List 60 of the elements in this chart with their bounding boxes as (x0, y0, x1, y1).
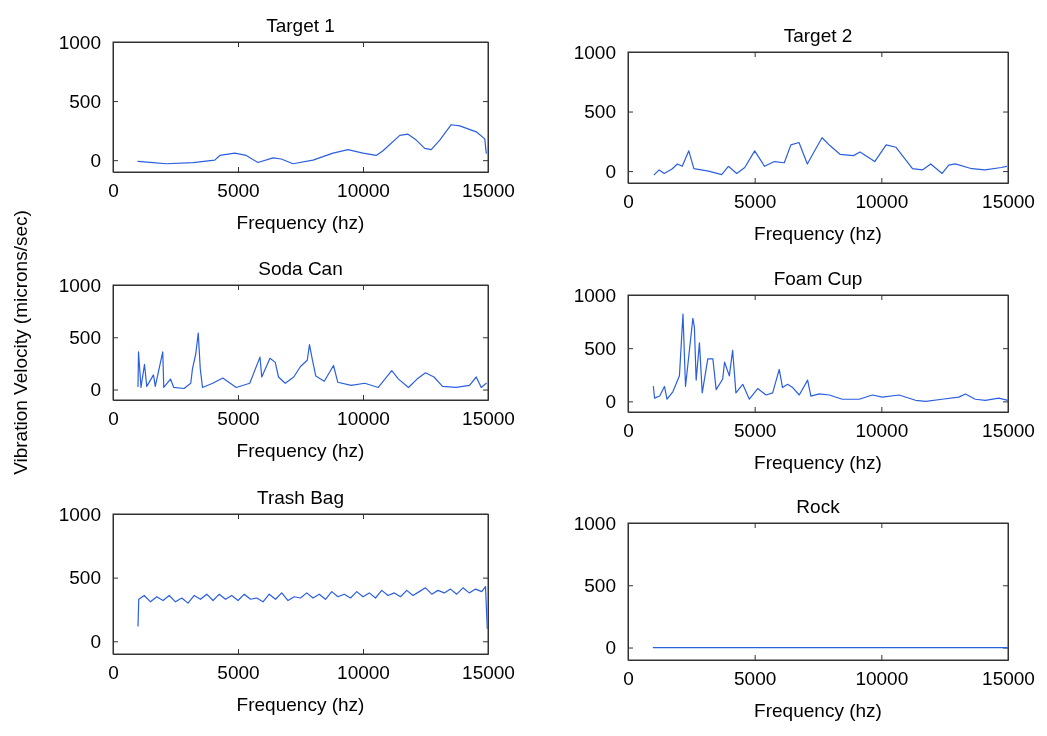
y-tick-label: 0 (605, 160, 616, 182)
y-tick-label: 1000 (58, 31, 101, 53)
x-tick-label: 5000 (734, 668, 777, 690)
x-tick-label: 10000 (855, 420, 909, 442)
x-tick-label: 0 (108, 662, 119, 684)
x-tick-label: 15000 (982, 420, 1035, 442)
y-tick-label: 1000 (58, 503, 101, 525)
x-tick-label: 15000 (982, 668, 1035, 690)
x-axis-title: Frequency (hz) (754, 700, 882, 721)
x-tick-label: 5000 (217, 662, 260, 684)
chart-title: Rock (796, 496, 841, 517)
x-axis-title: Frequency (hz) (754, 223, 882, 244)
x-tick-label: 15000 (462, 662, 515, 684)
line-series (652, 313, 1009, 402)
chart-title: Target 2 (783, 25, 853, 46)
y-tick-label: 0 (605, 637, 616, 659)
x-tick-label: 0 (623, 420, 634, 442)
y-tick-label: 500 (69, 567, 101, 589)
x-axis-title: Frequency (hz) (236, 440, 365, 461)
x-tick-label: 5000 (734, 420, 777, 442)
line-series (137, 332, 487, 390)
y-tick-label: 500 (69, 326, 101, 348)
x-tick-label: 0 (623, 191, 634, 213)
y-tick-label: 1000 (573, 284, 616, 306)
y-tick-label: 500 (584, 337, 616, 359)
y-tick-label: 500 (584, 574, 616, 596)
y-axis-title: Vibration Velocity (microns/sec) (10, 210, 31, 475)
x-tick-label: 15000 (982, 191, 1035, 213)
x-tick-label: 10000 (337, 662, 390, 684)
x-tick-label: 5000 (217, 408, 260, 430)
y-tick-label: 1000 (573, 41, 616, 63)
x-axis-title: Frequency (hz) (236, 212, 365, 233)
chart-title: Target 1 (266, 15, 335, 36)
x-tick-label: 5000 (217, 180, 260, 202)
chart-title: Foam Cup (773, 268, 863, 289)
y-tick-label: 500 (584, 101, 616, 123)
x-axis-title: Frequency (hz) (754, 452, 882, 473)
x-tick-label: 10000 (337, 180, 390, 202)
y-tick-label: 0 (90, 630, 101, 652)
y-tick-label: 1000 (573, 512, 616, 534)
chart-title: Trash Bag (257, 487, 344, 508)
x-tick-label: 0 (108, 408, 119, 430)
x-tick-label: 15000 (462, 408, 515, 430)
x-tick-label: 5000 (734, 191, 777, 213)
chart-title: Soda Can (258, 258, 343, 279)
y-tick-label: 0 (90, 379, 101, 401)
line-series (137, 124, 487, 165)
x-tick-label: 10000 (855, 668, 909, 690)
x-tick-label: 15000 (462, 180, 515, 202)
x-tick-label: 0 (623, 668, 634, 690)
x-tick-label: 0 (108, 180, 119, 202)
y-tick-label: 0 (90, 149, 101, 171)
line-series (137, 585, 488, 630)
x-tick-label: 10000 (337, 408, 390, 430)
x-axis-title: Frequency (hz) (236, 694, 365, 715)
y-tick-label: 1000 (58, 274, 101, 296)
y-tick-label: 0 (605, 390, 616, 412)
y-tick-label: 500 (69, 90, 101, 112)
x-tick-label: 10000 (855, 191, 909, 213)
line-series (653, 137, 1008, 176)
